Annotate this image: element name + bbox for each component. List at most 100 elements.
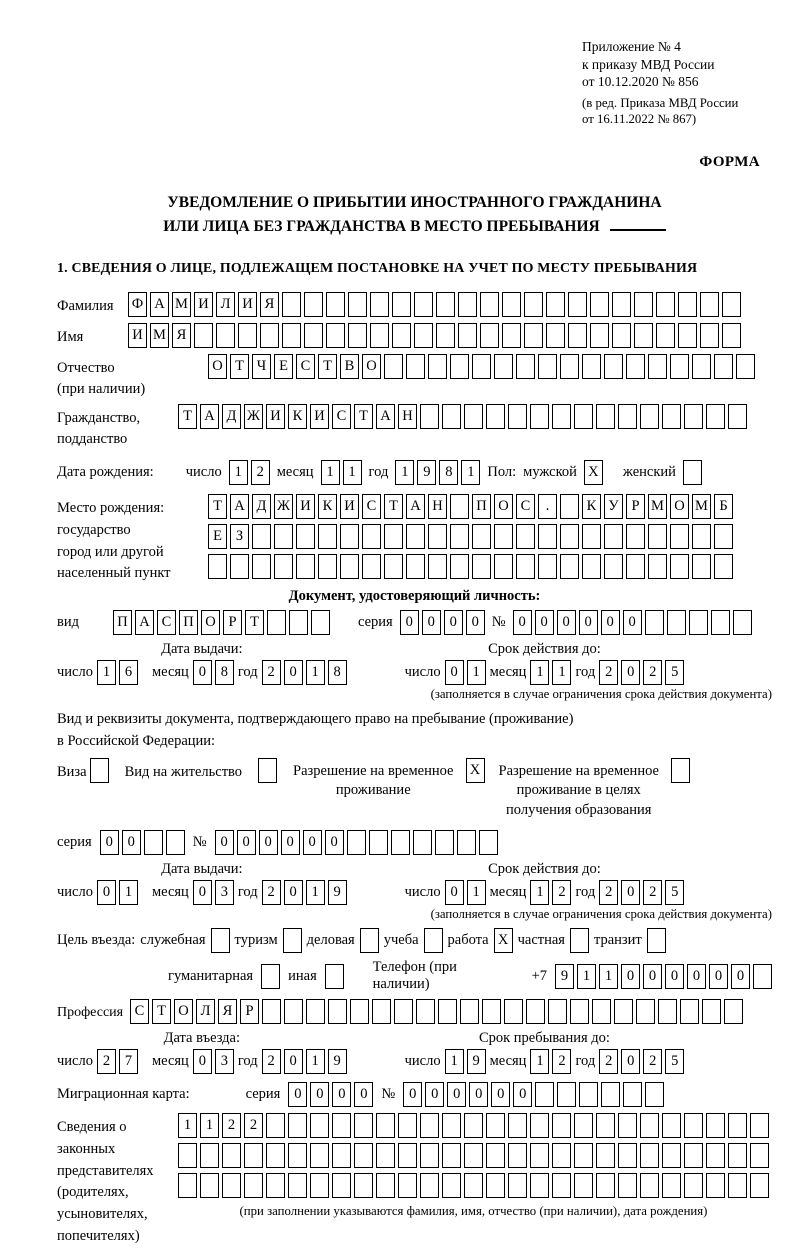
char-cell[interactable]: [370, 291, 389, 317]
char-cell[interactable]: 1: [320, 460, 340, 486]
char-cell[interactable]: [480, 291, 499, 317]
char-cell[interactable]: [530, 1173, 549, 1199]
char-cell[interactable]: [472, 524, 491, 550]
char-cell[interactable]: [570, 999, 589, 1025]
char-cell[interactable]: 0: [283, 659, 303, 685]
char-cell[interactable]: [238, 322, 257, 348]
char-cell[interactable]: 1: [599, 963, 618, 989]
char-cell[interactable]: [420, 403, 439, 429]
char-cell[interactable]: [728, 1173, 747, 1199]
char-cell[interactable]: [354, 1143, 373, 1169]
char-cell[interactable]: 0: [643, 963, 662, 989]
purpose-tourism-checkbox[interactable]: [282, 928, 302, 954]
char-cell[interactable]: П: [179, 609, 198, 635]
char-cell[interactable]: 0: [324, 830, 344, 856]
char-cell[interactable]: 0: [310, 1082, 330, 1108]
char-cell[interactable]: С: [157, 609, 176, 635]
char-cell[interactable]: Ж: [274, 494, 293, 520]
char-cell[interactable]: X: [465, 757, 485, 783]
char-cell[interactable]: [728, 403, 747, 429]
char-cell[interactable]: [258, 757, 278, 783]
char-cell[interactable]: [482, 999, 501, 1025]
purpose-work-checkbox[interactable]: X: [493, 928, 513, 954]
char-cell[interactable]: 0: [96, 880, 116, 906]
char-cell[interactable]: [406, 524, 425, 550]
char-cell[interactable]: [442, 1173, 461, 1199]
char-cell[interactable]: [604, 554, 623, 580]
char-cell[interactable]: [706, 1143, 725, 1169]
char-cell[interactable]: [552, 403, 571, 429]
char-cell[interactable]: [560, 524, 579, 550]
char-cell[interactable]: 1: [530, 880, 550, 906]
char-cell[interactable]: [640, 403, 659, 429]
char-cell[interactable]: [464, 1173, 483, 1199]
char-cell[interactable]: 8: [439, 460, 459, 486]
char-cell[interactable]: [398, 1173, 417, 1199]
char-cell[interactable]: [706, 1173, 725, 1199]
char-cell[interactable]: К: [318, 494, 337, 520]
char-cell[interactable]: 1: [305, 1049, 325, 1075]
char-cell[interactable]: [662, 1143, 681, 1169]
char-cell[interactable]: [332, 1173, 351, 1199]
char-cell[interactable]: [692, 554, 711, 580]
char-cell[interactable]: [442, 1143, 461, 1169]
char-cell[interactable]: [414, 291, 433, 317]
char-cell[interactable]: [230, 554, 249, 580]
char-cell[interactable]: [596, 1173, 615, 1199]
char-cell[interactable]: [596, 1113, 615, 1139]
char-cell[interactable]: 0: [513, 1082, 533, 1108]
char-cell[interactable]: [634, 322, 653, 348]
char-cell[interactable]: 0: [403, 1082, 423, 1108]
char-cell[interactable]: 0: [600, 609, 620, 635]
char-cell[interactable]: [732, 609, 752, 635]
char-cell[interactable]: [260, 322, 279, 348]
char-cell[interactable]: [648, 524, 667, 550]
char-cell[interactable]: 0: [621, 880, 641, 906]
purpose-humanitarian-checkbox[interactable]: [261, 963, 281, 989]
char-cell[interactable]: [538, 524, 557, 550]
char-cell[interactable]: 0: [621, 1049, 641, 1075]
char-cell[interactable]: [644, 609, 664, 635]
char-cell[interactable]: 2: [261, 659, 281, 685]
char-cell[interactable]: [350, 999, 369, 1025]
char-cell[interactable]: 1: [444, 1049, 464, 1075]
char-cell[interactable]: [486, 403, 505, 429]
char-cell[interactable]: О: [670, 494, 689, 520]
char-cell[interactable]: [318, 524, 337, 550]
char-cell[interactable]: [494, 554, 513, 580]
char-cell[interactable]: [662, 1173, 681, 1199]
char-cell[interactable]: [623, 1082, 643, 1108]
char-cell[interactable]: [460, 999, 479, 1025]
char-cell[interactable]: Ф: [128, 291, 147, 317]
sex-female-checkbox[interactable]: [682, 460, 702, 486]
char-cell[interactable]: 0: [99, 830, 119, 856]
char-cell[interactable]: [420, 1173, 439, 1199]
char-cell[interactable]: [560, 554, 579, 580]
char-cell[interactable]: [165, 830, 185, 856]
char-cell[interactable]: Е: [208, 524, 227, 550]
char-cell[interactable]: О: [362, 353, 381, 379]
char-cell[interactable]: Т: [230, 353, 249, 379]
char-cell[interactable]: [552, 1173, 571, 1199]
char-cell[interactable]: И: [340, 494, 359, 520]
char-cell[interactable]: [666, 609, 686, 635]
char-cell[interactable]: [288, 1143, 307, 1169]
char-cell[interactable]: [648, 353, 667, 379]
char-cell[interactable]: [200, 1143, 219, 1169]
purpose-business-checkbox[interactable]: [359, 928, 379, 954]
char-cell[interactable]: Ч: [252, 353, 271, 379]
char-cell[interactable]: 8: [214, 659, 234, 685]
char-cell[interactable]: [508, 1143, 527, 1169]
char-cell[interactable]: [288, 1113, 307, 1139]
char-cell[interactable]: Л: [216, 291, 235, 317]
char-cell[interactable]: [318, 554, 337, 580]
char-cell[interactable]: Ж: [244, 403, 263, 429]
char-cell[interactable]: [582, 353, 601, 379]
char-cell[interactable]: [710, 609, 730, 635]
char-cell[interactable]: С: [332, 403, 351, 429]
char-cell[interactable]: [252, 524, 271, 550]
purpose-private-checkbox[interactable]: [569, 928, 589, 954]
char-cell[interactable]: 2: [552, 1049, 572, 1075]
char-cell[interactable]: Т: [354, 403, 373, 429]
char-cell[interactable]: 1: [96, 659, 116, 685]
